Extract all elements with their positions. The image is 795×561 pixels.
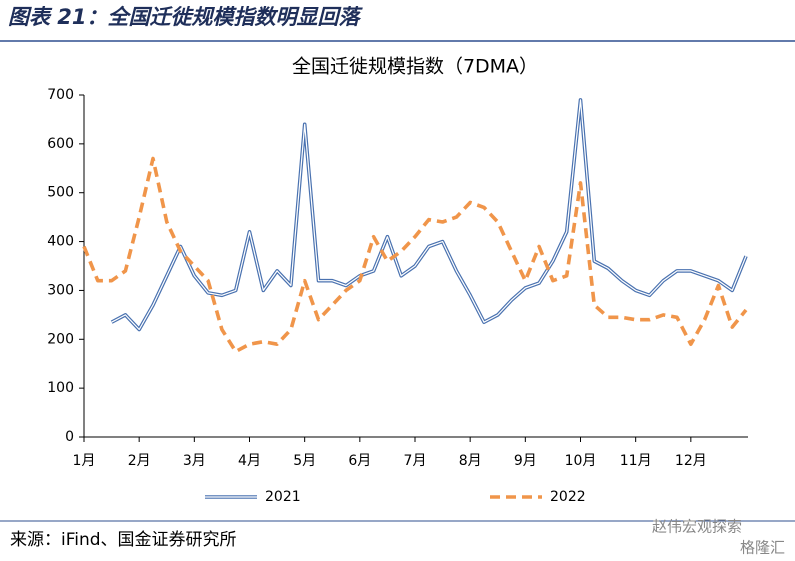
y-tick-label: 500 — [47, 185, 74, 201]
x-tick-label: 3月 — [183, 453, 206, 469]
x-tick-label: 9月 — [514, 453, 537, 469]
x-tick-label: 1月 — [73, 453, 96, 469]
y-tick-label: 300 — [47, 282, 74, 298]
header-title: 图表 21：全国迁徙规模指数明显回落 — [8, 5, 364, 29]
y-tick-label: 600 — [47, 136, 74, 152]
x-tick-label: 6月 — [348, 453, 371, 469]
watermark: 赵伟宏观探索 — [652, 518, 742, 536]
x-tick-label: 10月 — [565, 453, 597, 469]
y-tick-label: 700 — [47, 87, 74, 103]
x-tick-label: 2月 — [128, 453, 151, 469]
watermark: 格隆汇 — [740, 539, 785, 557]
y-tick-label: 100 — [47, 380, 74, 396]
x-tick-label: 11月 — [620, 453, 652, 469]
series-line-core — [111, 99, 747, 331]
y-tick-label: 200 — [47, 331, 74, 347]
x-tick-label: 4月 — [238, 453, 261, 469]
x-tick-label: 12月 — [675, 453, 707, 469]
source: 来源：iFind、国金证券研究所 — [10, 530, 237, 550]
series-line — [110, 98, 748, 332]
legend-label: 2022 — [550, 489, 586, 505]
legend-label: 2021 — [265, 489, 301, 505]
x-tick-label: 5月 — [293, 453, 316, 469]
x-tick-label: 8月 — [459, 453, 482, 469]
y-tick-label: 0 — [65, 429, 74, 445]
x-tick-label: 7月 — [404, 453, 427, 469]
series-line — [82, 156, 748, 354]
y-tick-label: 400 — [47, 234, 74, 250]
chart-title: 全国迁徙规模指数（7DMA） — [292, 56, 538, 78]
